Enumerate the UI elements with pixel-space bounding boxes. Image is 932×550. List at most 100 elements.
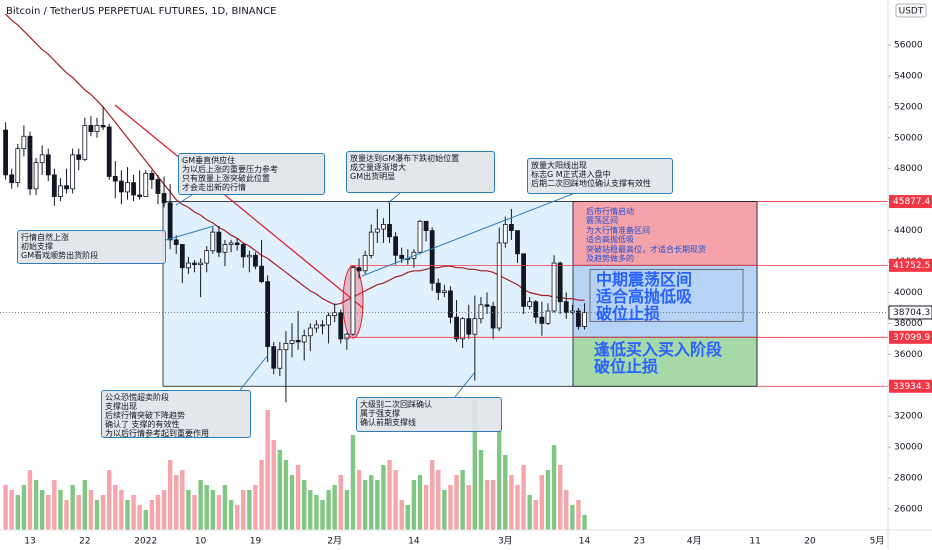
candle-body [45,154,51,176]
candle-body [527,301,533,307]
volume-bar [557,465,563,530]
x-tick-label: 11 [749,537,760,547]
note-line: 确认了 支撑的有效性 [105,420,180,429]
note-line: 破位止损 [594,357,659,377]
candle-body [569,310,575,313]
volume-bar [198,480,203,530]
candle-body [246,254,252,258]
volume-bar [521,465,526,530]
volume-bar [149,500,155,530]
candle-body [448,290,453,318]
candle-body [563,301,569,313]
volume-bar [582,515,587,530]
note-line: 大级别二次回踩确认 [360,400,432,409]
volume-bar [27,470,33,530]
candle-body [557,262,563,303]
volume-bar [94,500,100,530]
candle-body [118,180,124,193]
volume-bar [509,475,514,530]
candle-body [234,242,240,245]
note-line: 后续行情突破下降趋势 [105,411,185,420]
volume-bar [472,400,478,530]
candle-body [228,242,234,245]
zone-note: 后市行情启动 震荡区间 为大行情准备区间 适合高抛低吸 突破站稳最高位，才适合长期现货及… [586,207,706,264]
volume-bar [247,490,252,530]
volume-bar [21,485,27,530]
y-tick-label: 56000 [894,41,923,51]
note-line: 为大行情准备区间 [586,225,650,235]
candle-body [259,265,264,283]
note-line: 适合高抛低吸 [596,287,693,307]
candle-body [368,231,374,256]
volume-bar [375,480,380,530]
note-line: 震荡区间 [586,216,618,226]
note-line: 初始支撑 [21,242,53,251]
trend-line [114,104,364,309]
candle-body [374,228,380,233]
volume-bar [228,500,234,530]
volume-bar [192,495,197,530]
candle-body [533,301,539,318]
candle-body [94,125,100,133]
candle-body [76,154,82,160]
volume-bar [119,490,124,530]
note-line: 行情自然上涨 [21,233,69,242]
volume-bar [533,500,538,530]
candle-body [265,281,271,347]
volume-bar [265,410,270,530]
volume-bar [308,490,313,530]
candle-body [429,230,435,284]
candle-body [545,310,551,324]
callout: 公众恐慌超卖阶段 支撑出现 后续行情突破下降趋势 确认了 支撑的有效性 为以后行情参考起… [101,390,251,438]
candle-body [167,202,173,241]
y-tick-label: 52000 [894,102,923,112]
zone-layer [162,201,758,387]
volume-bar [545,470,551,530]
candle-body [393,236,399,256]
candle-body [161,193,167,204]
x-tick-label: 19 [250,537,262,547]
note-line: 标志G M正式进入盘中 [531,170,611,179]
candle-body [478,304,484,320]
level-label: 33934.3 [893,382,930,392]
candle-body [515,230,520,255]
candle-body [332,312,338,317]
leader-line [165,225,215,241]
volume-bar [210,490,215,530]
candle-body [88,125,94,133]
candle-body [271,346,277,369]
candle-body [33,162,39,190]
x-tick-label: 2022 [134,537,157,547]
volume-bar [106,470,112,530]
leader-line [175,192,196,206]
volume-bar [466,485,471,530]
volume-bar [503,455,508,530]
volume-bar [52,480,57,530]
volume-bar [259,460,264,530]
candle-body [496,242,502,329]
candle-body [155,179,161,194]
volume-bar [234,505,240,530]
level-layer [0,201,888,387]
candle-body [82,125,88,160]
volume-bar [167,460,173,530]
candle-body [240,244,246,258]
y-tick-label: 44000 [894,226,923,236]
candle-body [381,224,386,230]
volume-bar [411,480,417,530]
support-zone [572,336,758,387]
callout: GM垂直供应住 为以后上涨的重要压力参考 只有放量上涨突破此位置 才会走出新的行情 [178,153,325,195]
volume-bar [58,490,63,530]
x-tick-label: 10 [195,537,207,547]
candle-layer [3,106,587,403]
note-line: 支撑出现 [105,402,137,411]
leaders [165,192,576,398]
resistance-zone [572,201,758,266]
x-tick-label: 4月 [687,536,702,547]
candle-body [307,327,313,337]
candle-body [15,148,21,184]
y-tick-label: 50000 [894,133,923,143]
candle-body [173,239,179,245]
volume-bar [100,495,106,530]
candle-body [484,304,490,307]
